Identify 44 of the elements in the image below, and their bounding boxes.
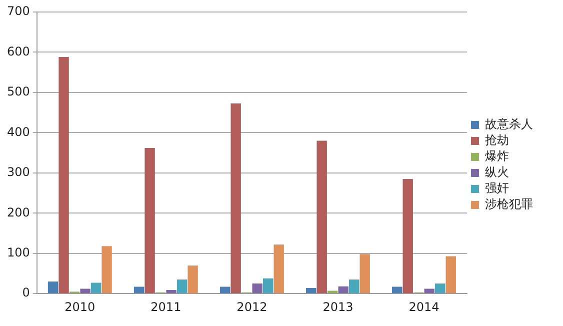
bar: [176, 280, 188, 294]
bar: [80, 288, 90, 294]
bar: [90, 282, 102, 294]
bar: [188, 265, 198, 294]
bar: [338, 286, 348, 294]
bar: [402, 178, 413, 294]
legend-label: 强奸: [485, 181, 509, 196]
bar: [102, 246, 112, 294]
bar: [392, 286, 402, 294]
bar: [144, 148, 155, 294]
x-tick-label: 2013: [322, 300, 354, 314]
bar: [274, 244, 284, 294]
bar: [220, 286, 230, 294]
bar: [424, 288, 434, 294]
bar: [48, 282, 58, 294]
bar: [262, 278, 274, 294]
x-tick-label: 2011: [150, 300, 182, 314]
y-tick-label: 300: [7, 165, 30, 180]
y-tick-label: 200: [7, 205, 30, 220]
bar: [348, 280, 360, 294]
bar: [134, 286, 144, 294]
bar: [435, 284, 446, 294]
legend-label: 爆炸: [485, 149, 509, 164]
bar: [306, 288, 316, 294]
legend-label: 涉枪犯罪: [485, 197, 533, 212]
bar: [58, 57, 69, 294]
bar: [252, 284, 262, 294]
x-tick-label: 2010: [64, 300, 96, 314]
legend-label: 抢劫: [485, 133, 509, 148]
y-tick-label: 0: [22, 286, 30, 300]
y-tick-label: 100: [7, 245, 30, 260]
bar: [230, 103, 241, 294]
y-tick-label: 700: [7, 4, 30, 18]
x-tick-label: 2012: [236, 300, 268, 314]
bar: [446, 256, 456, 294]
y-tick-label: 400: [7, 124, 30, 139]
x-tick-label: 2014: [408, 300, 440, 314]
bar: [360, 254, 370, 294]
y-tick-label: 500: [7, 84, 30, 99]
bar: [166, 290, 176, 294]
bar: [316, 140, 327, 294]
y-tick-label: 600: [7, 44, 30, 58]
legend-label: 纵火: [485, 165, 509, 180]
legend-label: 故意杀人: [485, 117, 533, 132]
